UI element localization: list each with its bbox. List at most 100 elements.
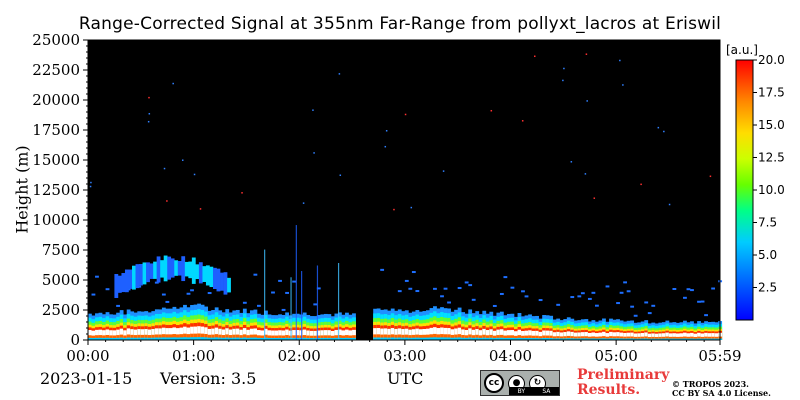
signal-band [415, 334, 420, 340]
signal-band [218, 334, 223, 340]
signal-band [404, 337, 409, 340]
signal-band [397, 334, 402, 340]
signal-band [440, 327, 444, 340]
signal-band [496, 337, 501, 340]
signal-band [214, 327, 219, 340]
signal-band [323, 335, 328, 340]
signal-band [542, 338, 547, 340]
plume-cell [202, 266, 207, 282]
signal-band [573, 332, 578, 340]
signal-band [274, 338, 279, 340]
signal-band [496, 329, 501, 340]
noise-point [166, 200, 168, 202]
signal-band [563, 338, 568, 340]
signal-band [390, 328, 395, 340]
noise-point [586, 100, 588, 102]
signal-band [200, 326, 205, 340]
noise-point [668, 203, 671, 206]
signal-band [623, 336, 627, 340]
noise-point [199, 208, 202, 210]
signal-band [602, 338, 606, 340]
signal-band [137, 337, 142, 340]
signal-band [337, 337, 342, 340]
signal-band [161, 327, 166, 340]
signal-band [503, 330, 508, 340]
signal-band [176, 337, 180, 340]
cc-license-badge: cc ● ↻ BY SA [480, 370, 560, 396]
signal-band [144, 329, 149, 340]
signal-band [626, 332, 631, 340]
signal-band [242, 328, 247, 340]
signal-band [221, 335, 226, 340]
aerosol-speck [570, 296, 575, 299]
signal-band [112, 337, 117, 340]
x-tick-label: 01:00 [172, 347, 215, 365]
virga-streak [337, 262, 340, 340]
signal-band [637, 333, 642, 340]
signal-band [123, 330, 128, 340]
noise-point [384, 145, 387, 148]
signal-band [714, 333, 719, 340]
signal-band [218, 328, 223, 340]
signal-band [158, 328, 163, 340]
noise-point [585, 53, 588, 55]
plot-area [87, 39, 723, 341]
aerosol-speck [647, 312, 652, 315]
signal-band [580, 336, 585, 340]
signal-band [609, 338, 613, 340]
signal-band [675, 336, 680, 340]
noise-point [622, 84, 624, 86]
noise-point [241, 192, 243, 194]
signal-band [577, 332, 582, 340]
signal-band [387, 334, 392, 340]
aerosol-speck [690, 289, 694, 292]
aerosol-speck [633, 314, 638, 317]
signal-band [658, 333, 663, 340]
signal-band [626, 336, 631, 340]
signal-band [214, 337, 219, 340]
signal-band [246, 337, 251, 340]
signal-band [235, 334, 240, 340]
signal-band [704, 338, 708, 340]
signal-band [271, 338, 275, 340]
signal-band [668, 333, 673, 340]
signal-band [665, 336, 670, 340]
aerosol-speck [521, 290, 525, 293]
y-tick-label: 2500 [42, 301, 80, 319]
signal-band [647, 333, 652, 340]
signal-band [249, 334, 254, 340]
signal-band [154, 328, 159, 340]
signal-band [665, 332, 670, 340]
signal-band [348, 330, 353, 340]
signal-band [510, 335, 515, 340]
noise-point [302, 202, 305, 204]
y-tick-label: 22500 [32, 61, 80, 79]
signal-band [605, 338, 610, 340]
signal-band [485, 337, 490, 340]
signal-band [563, 332, 568, 340]
y-axis-label: Height (m) [12, 145, 32, 234]
signal-band [633, 336, 638, 340]
signal-band [383, 328, 388, 340]
colorbar-tick-label: 12.5 [758, 151, 785, 165]
aerosol-speck [700, 300, 705, 303]
signal-band [165, 337, 170, 340]
signal-band [151, 329, 156, 340]
signal-band [492, 338, 497, 340]
signal-band [285, 329, 289, 340]
signal-band [570, 338, 575, 340]
signal-band [316, 335, 321, 340]
signal-band [228, 329, 233, 340]
y-tick-label: 17500 [32, 121, 80, 139]
aerosol-speck [278, 279, 282, 282]
signal-band [457, 334, 462, 340]
signal-band [144, 337, 149, 340]
signal-band [119, 334, 124, 340]
signal-band [408, 335, 413, 340]
signal-band [123, 337, 128, 340]
x-tick-label: 04:00 [489, 347, 532, 365]
signal-band [316, 330, 321, 340]
signal-band [109, 330, 113, 340]
signal-band [704, 332, 708, 340]
aerosol-speck [408, 287, 413, 290]
